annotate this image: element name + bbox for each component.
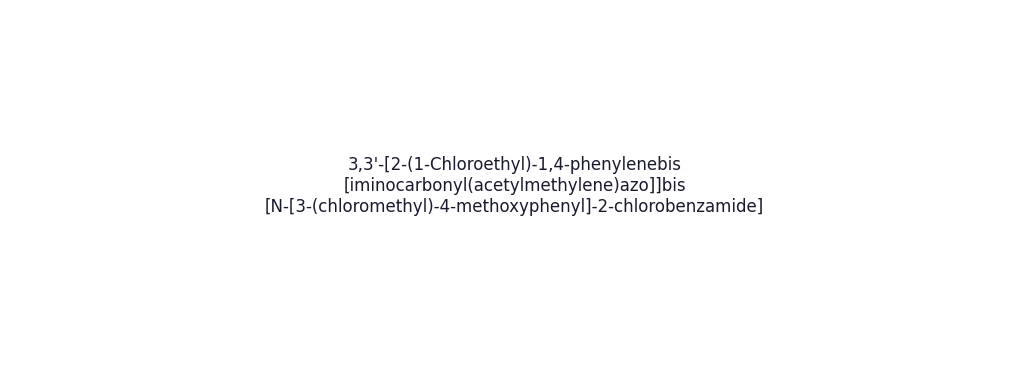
Text: 3,3'-[2-(1-Chloroethyl)-1,4-phenylenebis
[iminocarbonyl(acetylmethylene)azo]]bis: 3,3'-[2-(1-Chloroethyl)-1,4-phenylenebis… [264, 156, 765, 216]
